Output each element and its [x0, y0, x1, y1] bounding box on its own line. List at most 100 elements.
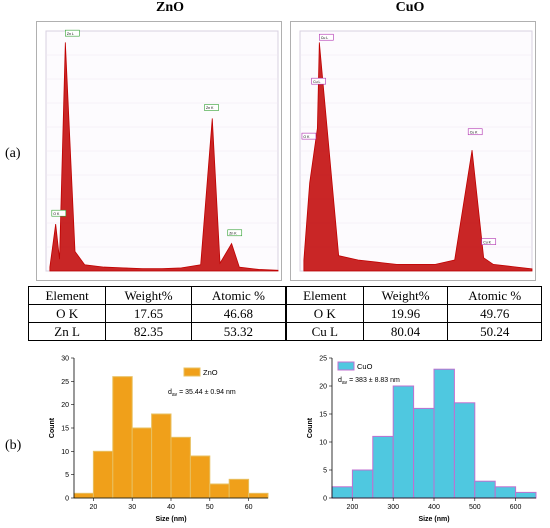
header-cell: Weight%	[362, 286, 449, 305]
histogram-bar	[372, 435, 394, 499]
y-tick-label: 0	[65, 496, 69, 503]
peak-label-box	[311, 77, 326, 85]
table-cell: 49.76	[447, 304, 542, 323]
y-tick-label: 5	[323, 468, 327, 475]
histogram-bar	[189, 455, 211, 499]
histogram-bar	[73, 492, 94, 499]
x-tick-label: 200	[347, 504, 359, 511]
header-cell: Atomic %	[190, 286, 287, 305]
y-tick-label: 15	[319, 412, 327, 419]
table-header-row: Element Weight% Atomic %	[27, 286, 287, 305]
x-tick-label: 600	[510, 504, 522, 511]
histogram-bar	[131, 427, 153, 499]
table-row: Cu L 80.04 50.24	[286, 322, 542, 341]
peak-label: O K	[303, 135, 310, 139]
size-annotation: dav = 35.44 ± 0.94 nm	[168, 389, 236, 398]
histogram-bar	[453, 402, 476, 499]
histogram-bar	[248, 492, 269, 499]
cuo-eds-spectrum: O K Cu L Cu L Cu K Cu K	[290, 21, 536, 281]
y-tick-label: 15	[61, 426, 69, 433]
x-tick-label: 400	[428, 504, 440, 511]
histogram-bar	[433, 368, 455, 499]
table-cell: 50.24	[447, 322, 542, 341]
table-cell: Zn L	[27, 322, 107, 341]
y-tick-label: 25	[61, 379, 69, 386]
histogram-bar	[112, 376, 133, 499]
panel-label-b: (b)	[5, 438, 22, 453]
zno-composition-table: Element Weight% Atomic % O K 17.65 46.68…	[27, 286, 287, 341]
cuo-size-histogram: 0 5 10 15 20 25 200 300 400 500 600 Size (nm) Count C…	[307, 356, 537, 523]
legend-label: ZnO	[203, 368, 218, 377]
spectrum-trace	[49, 42, 279, 272]
header-cell: Atomic %	[447, 286, 542, 305]
x-tick-label: 30	[128, 504, 136, 511]
y-tick-label: 20	[319, 384, 327, 391]
peak-label-box	[65, 29, 80, 37]
zno-size-histogram: 0 5 10 15 20 25 30 20 30 40 50 60 Size (nm) Count ZnO d…	[49, 356, 269, 523]
histogram-bar	[331, 486, 353, 499]
peak-label-box	[204, 104, 219, 111]
x-tick-label: 60	[245, 504, 253, 511]
size-annotation: dav = 383 ± 8.83 nm	[338, 377, 400, 386]
peak-label-box	[227, 229, 243, 237]
y-tick-label: 20	[61, 402, 69, 409]
table-row: O K 17.65 46.68	[27, 304, 287, 323]
x-axis-label: Size (nm)	[155, 516, 186, 523]
histogram-bar	[351, 469, 374, 499]
legend-swatch	[183, 367, 201, 377]
table-cell: 82.35	[105, 322, 192, 341]
histogram-bar	[515, 491, 537, 499]
y-axis-label: Count	[307, 417, 314, 438]
table-cell: 46.68	[190, 304, 287, 323]
x-tick-label: 40	[167, 504, 175, 511]
peak-label-box	[319, 33, 334, 41]
x-tick-label: 50	[206, 504, 214, 511]
peak-label: Zn L	[67, 32, 74, 36]
histogram-bar	[413, 407, 435, 499]
legend-swatch	[337, 361, 355, 371]
y-tick-label: 30	[61, 356, 69, 363]
table-cell: 53.32	[190, 322, 287, 341]
header-cell: Element	[27, 286, 107, 305]
histogram-bar	[209, 483, 230, 499]
peak-label-box	[301, 132, 317, 140]
header-cell: Weight%	[105, 286, 192, 305]
cuo-title: CuO	[395, 0, 425, 15]
peak-label: Cu K	[483, 240, 491, 244]
histogram-bar	[228, 478, 250, 499]
y-tick-label: 10	[61, 449, 69, 456]
peak-label: Cu K	[470, 130, 478, 134]
table-cell: 17.65	[105, 304, 192, 323]
y-tick-label: 10	[319, 440, 327, 447]
table-cell: 19.96	[362, 304, 449, 323]
table-row: Zn L 82.35 53.32	[27, 322, 287, 341]
histogram-bar	[170, 436, 191, 499]
peak-label: O K	[53, 212, 60, 216]
peak-label: Zn K	[206, 106, 214, 110]
table-row: O K 19.96 49.76	[286, 304, 542, 323]
peak-label-box	[481, 238, 497, 245]
peak-label: Cu L	[321, 36, 328, 40]
table-cell: Cu L	[286, 322, 364, 341]
header-cell: Element	[286, 286, 364, 305]
peak-label-box	[51, 209, 67, 217]
y-tick-label: 25	[319, 356, 327, 363]
peak-label-box	[467, 128, 483, 136]
cuo-composition-table: Element Weight% Atomic % O K 19.96 49.76…	[286, 286, 542, 341]
y-axis-label: Count	[49, 417, 56, 438]
table-cell: O K	[27, 304, 107, 323]
zno-title: ZnO	[155, 0, 184, 15]
spectrum-trace	[303, 42, 533, 272]
peak-label: Zn K	[229, 231, 237, 235]
y-tick-label: 0	[323, 496, 327, 503]
histogram-bar	[392, 385, 415, 499]
histogram-bar	[92, 450, 114, 499]
x-tick-label: 20	[90, 504, 98, 511]
panel-label-a: (a)	[5, 146, 21, 161]
peak-label: Cu L	[313, 80, 320, 84]
y-tick-label: 5	[65, 472, 69, 479]
histogram-bar	[494, 486, 517, 499]
x-axis-label: Size (nm)	[418, 516, 449, 523]
histogram-bar	[474, 480, 496, 499]
legend-label: CuO	[357, 362, 373, 371]
